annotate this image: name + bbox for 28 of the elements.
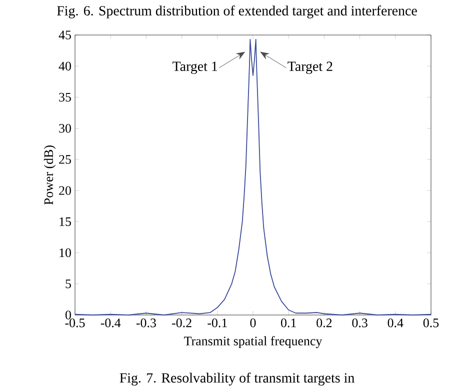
x-tick-label: 0 — [250, 318, 256, 328]
x-tick-label: -0.4 — [100, 318, 121, 328]
x-tick-label: 0.1 — [281, 318, 296, 328]
y-tick-label: 15 — [60, 217, 71, 226]
y-tick-label: 25 — [59, 155, 71, 164]
y-tick-label: 45 — [58, 30, 71, 40]
line-series — [74, 38, 432, 316]
chart-title: Fig. 6. Spectrum distribution of extended target and interference — [57, 6, 417, 18]
caption: Fig. 7. Resolvability of transmit targets in — [120, 372, 354, 386]
y-tick-label: 0 — [66, 310, 71, 320]
annotation: Target 2 — [288, 62, 332, 74]
x-tick-label: 0.4 — [388, 318, 404, 328]
x-tick-label: 0.3 — [352, 318, 368, 328]
y-tick-label: 5 — [66, 280, 71, 288]
y-tick-label: 35 — [59, 92, 71, 102]
x-tick-label: 0.2 — [316, 318, 332, 328]
x-tick-label: -0.1 — [208, 318, 227, 328]
y-tick-label: 10 — [60, 248, 71, 258]
y-tick-label: 20 — [59, 186, 71, 195]
y-tick-label: 30 — [59, 124, 71, 133]
x-axis-title: Transmit spatial frequency — [184, 336, 322, 348]
x-tick-label: -0.2 — [172, 318, 192, 328]
x-tick-label: 0.5 — [423, 318, 439, 328]
x-tick-label: -0.3 — [136, 318, 156, 328]
y-tick-label: 40 — [58, 62, 71, 70]
y-axis-title: Power (dB) — [44, 146, 56, 205]
x-tick-label: -0.5 — [65, 318, 85, 328]
annotation: Target 1 — [172, 62, 218, 74]
